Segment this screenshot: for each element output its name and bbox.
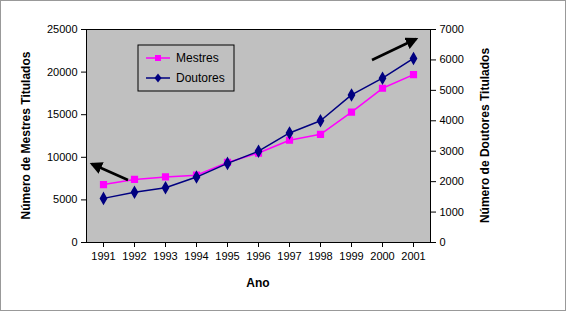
- svg-text:0: 0: [71, 236, 77, 248]
- svg-text:Doutores: Doutores: [176, 71, 225, 85]
- svg-text:Mestres: Mestres: [176, 51, 219, 65]
- svg-text:2000: 2000: [440, 175, 464, 187]
- svg-text:1993: 1993: [153, 250, 177, 262]
- svg-text:5000: 5000: [440, 84, 464, 96]
- svg-text:1000: 1000: [440, 206, 464, 218]
- svg-text:1996: 1996: [246, 250, 270, 262]
- svg-text:10000: 10000: [47, 151, 78, 163]
- svg-text:1995: 1995: [215, 250, 239, 262]
- svg-text:1994: 1994: [184, 250, 208, 262]
- svg-text:6000: 6000: [440, 53, 464, 65]
- svg-text:Número de Doutores Titulados: Número de Doutores Titulados: [478, 48, 492, 223]
- svg-text:1998: 1998: [308, 250, 332, 262]
- svg-text:Ano: Ano: [246, 276, 269, 290]
- svg-text:1991: 1991: [91, 250, 115, 262]
- svg-text:1999: 1999: [339, 250, 363, 262]
- svg-text:2000: 2000: [370, 250, 394, 262]
- svg-text:Número de Mestres Titulados: Número de Mestres Titulados: [19, 51, 33, 219]
- svg-text:7000: 7000: [440, 23, 464, 35]
- svg-text:2001: 2001: [401, 250, 425, 262]
- svg-text:20000: 20000: [47, 66, 78, 78]
- svg-text:25000: 25000: [47, 23, 78, 35]
- svg-text:4000: 4000: [440, 114, 464, 126]
- svg-text:1997: 1997: [277, 250, 301, 262]
- svg-text:5000: 5000: [53, 193, 77, 205]
- svg-text:1992: 1992: [122, 250, 146, 262]
- svg-text:15000: 15000: [47, 108, 78, 120]
- svg-text:0: 0: [440, 236, 446, 248]
- svg-text:3000: 3000: [440, 145, 464, 157]
